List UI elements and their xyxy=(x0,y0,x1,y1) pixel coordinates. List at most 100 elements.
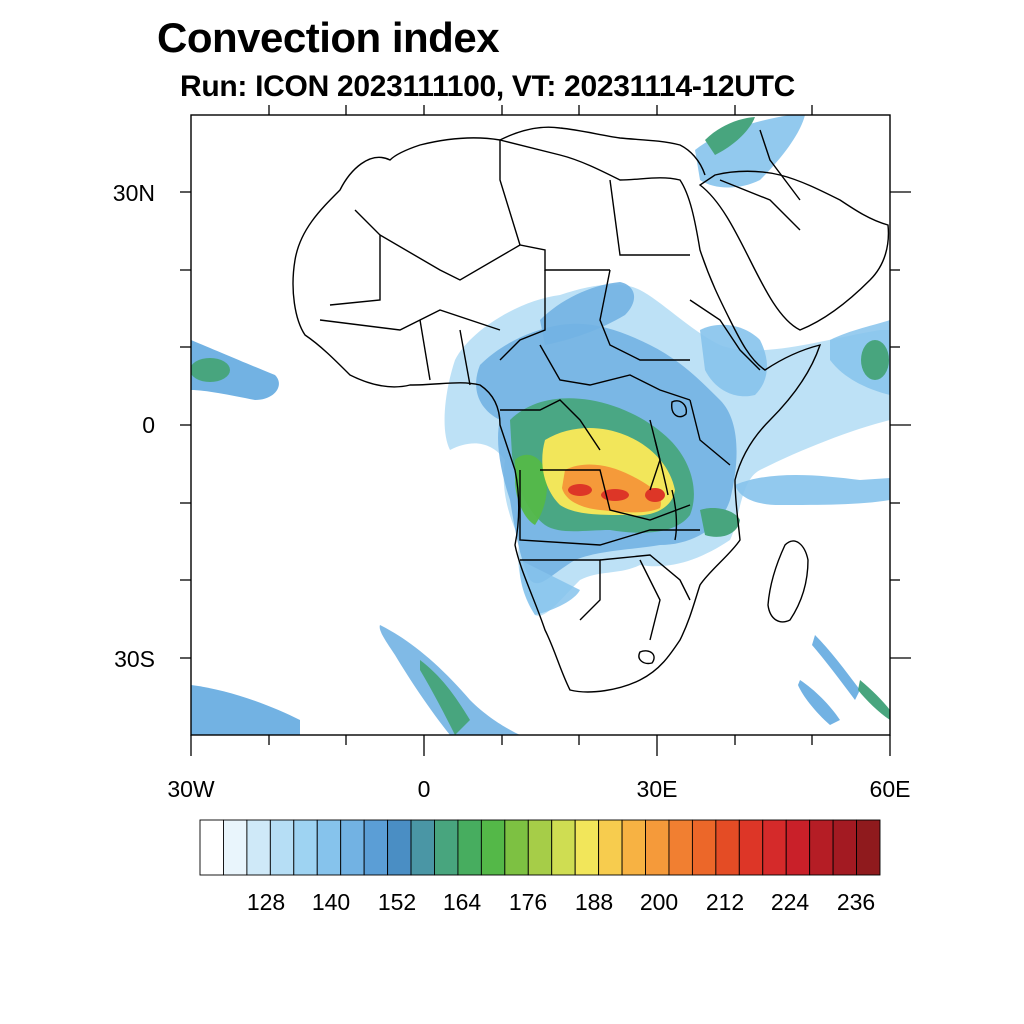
axis-ticks xyxy=(180,105,911,756)
colorbar-swatch-1 xyxy=(222,819,248,876)
colorbar-swatch-21 xyxy=(691,819,717,876)
field-atlantic-north-green xyxy=(191,358,230,382)
field-se-streak-2 xyxy=(798,680,840,725)
lon-label-30w: 30W xyxy=(167,776,215,802)
field-atlantic-north xyxy=(191,340,279,400)
border-11 xyxy=(519,470,700,546)
border-5 xyxy=(499,270,546,361)
colorbar-swatch-4 xyxy=(293,819,318,876)
field-green-west xyxy=(515,454,547,525)
field-sw-corner xyxy=(191,685,300,735)
lat-label-30s: 30S xyxy=(114,646,155,672)
field-south-atlantic xyxy=(379,625,520,735)
colorbar-swatch-28 xyxy=(856,819,881,876)
colorbar-label-188: 188 xyxy=(574,889,614,915)
colorbar-swatch-2 xyxy=(246,819,271,876)
colorbar-label-164: 164 xyxy=(442,889,482,915)
lake-malawi xyxy=(671,489,678,541)
border-18 xyxy=(759,129,801,201)
colorbar-label-224: 224 xyxy=(770,889,810,915)
border-15 xyxy=(689,399,731,466)
border-1 xyxy=(329,209,381,306)
colorbar-swatch-3 xyxy=(269,819,295,876)
coastline-madagascar xyxy=(767,540,809,623)
coastline-africa xyxy=(292,137,822,693)
colorbar-swatch-10 xyxy=(434,819,459,876)
lesotho xyxy=(638,650,655,665)
field-se-streak-1 xyxy=(812,635,860,700)
lon-label-30e: 30E xyxy=(636,776,678,802)
border-21 xyxy=(319,309,501,331)
chart-title: Convection index xyxy=(157,14,500,61)
map-lines xyxy=(292,126,890,693)
field-south-atlantic-green xyxy=(420,660,470,735)
colorbar-swatch-5 xyxy=(316,819,342,876)
border-4 xyxy=(609,179,690,256)
border-14 xyxy=(639,559,661,641)
coastline-arabia xyxy=(698,170,890,331)
colorbar-swatch-9 xyxy=(410,819,435,876)
border-7 xyxy=(689,299,761,371)
colorbar-swatch-17 xyxy=(598,819,623,876)
border-19 xyxy=(419,319,431,381)
colorbar-swatch-6 xyxy=(340,819,365,876)
colorbar-swatch-11 xyxy=(457,819,482,876)
colorbar-swatch-16 xyxy=(574,819,600,876)
lake-tanganyika xyxy=(654,439,669,496)
border-13 xyxy=(599,554,691,601)
colorbar-label-200: 200 xyxy=(639,889,679,915)
lake-victoria xyxy=(671,400,687,418)
border-2 xyxy=(379,234,610,281)
field-east-africa xyxy=(700,324,767,397)
field-se-streak-3 xyxy=(858,680,890,720)
field-mozambique xyxy=(700,508,740,537)
border-3 xyxy=(499,140,521,246)
border-10 xyxy=(540,469,691,521)
colorbar-swatch-13 xyxy=(504,819,529,876)
colorbar-swatch-22 xyxy=(715,819,740,876)
lat-label-0: 0 xyxy=(142,412,155,438)
colorbar-swatch-20 xyxy=(668,819,693,876)
field-orange-core xyxy=(562,464,661,513)
convection-field xyxy=(191,115,890,735)
colorbar-swatch-23 xyxy=(738,819,764,876)
colorbar-swatch-15 xyxy=(551,819,576,876)
lon-label-0: 0 xyxy=(417,776,431,802)
chart-subtitle: Run: ICON 2023111100, VT: 20231114-12UTC xyxy=(180,70,796,103)
lon-label-60e: 60E xyxy=(869,776,911,802)
lat-label-30n: 30N xyxy=(112,180,155,206)
coastline-mediterranean xyxy=(499,126,706,176)
colorbar-swatch-25 xyxy=(785,819,811,876)
colorbar-swatch-24 xyxy=(762,819,787,876)
field-middle-east-green xyxy=(705,117,755,155)
colorbar xyxy=(199,819,881,876)
colorbar-label-176: 176 xyxy=(508,889,548,915)
field-red-spot-3 xyxy=(645,488,665,502)
field-red-spot-1 xyxy=(568,484,592,496)
field-arabian-sea-green xyxy=(861,340,889,380)
border-12 xyxy=(520,559,601,621)
colorbar-swatch-19 xyxy=(645,819,670,876)
colorbar-swatch-12 xyxy=(480,819,506,876)
colorbar-swatch-27 xyxy=(832,819,857,876)
colorbar-label-128: 128 xyxy=(246,889,286,915)
colorbar-swatch-14 xyxy=(527,819,553,876)
field-indian-ocean-band xyxy=(735,475,890,505)
border-8 xyxy=(539,344,691,401)
colorbar-swatch-26 xyxy=(809,819,834,876)
field-sahel-arm xyxy=(540,282,635,345)
colorbar-swatch-8 xyxy=(387,819,412,876)
border-17 xyxy=(719,179,801,231)
border-9 xyxy=(500,399,601,451)
colorbar-swatch-7 xyxy=(363,819,389,876)
border-20 xyxy=(459,329,471,386)
field-red-spot-2 xyxy=(601,489,629,501)
colorbar-swatch-18 xyxy=(621,819,646,876)
colorbar-label-212: 212 xyxy=(705,889,745,915)
field-middle-east xyxy=(695,115,805,188)
colorbar-swatch-0 xyxy=(199,819,224,876)
colorbar-label-236: 236 xyxy=(836,889,876,915)
colorbar-label-152: 152 xyxy=(377,889,417,915)
colorbar-label-140: 140 xyxy=(311,889,351,915)
